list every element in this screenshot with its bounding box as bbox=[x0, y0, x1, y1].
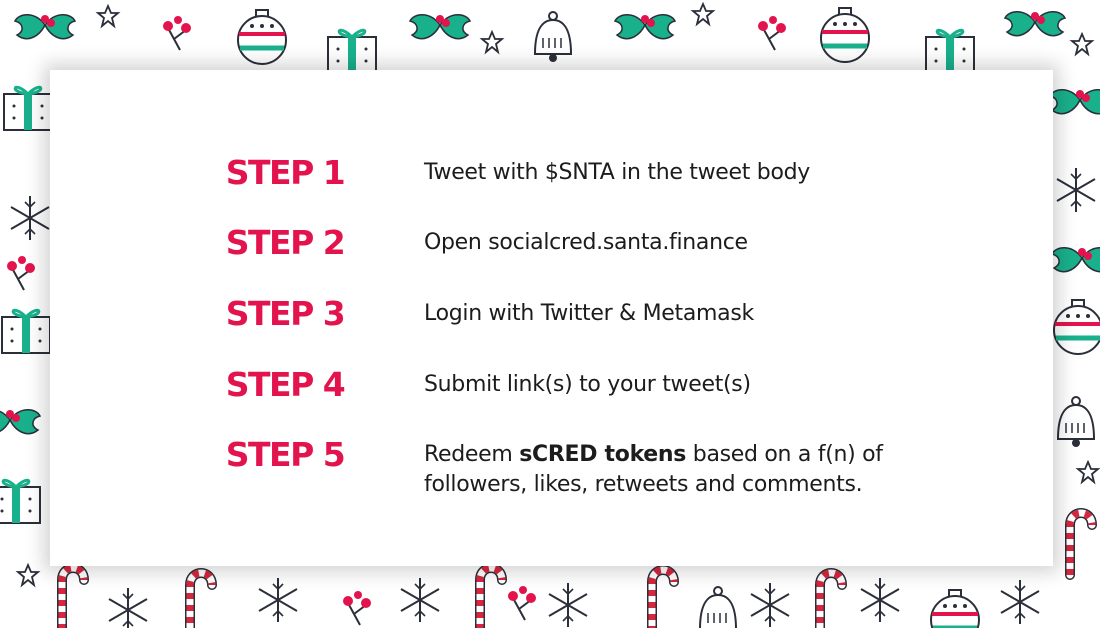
step-3-label: STEP 3 bbox=[225, 294, 346, 333]
step-4-label: STEP 4 bbox=[225, 365, 346, 404]
step-4-text: Submit link(s) to your tweet(s) bbox=[424, 372, 751, 397]
step-5-text-prefix: Redeem bbox=[424, 442, 520, 467]
step-2-text: Open socialcred.santa.finance bbox=[424, 230, 748, 255]
step-5-label: STEP 5 bbox=[225, 435, 346, 474]
step-5-text-bold: sCRED tokens bbox=[519, 442, 687, 467]
step-5-text-suffix: based on a f(n) of followers, likes, ret… bbox=[424, 442, 883, 497]
step-1-text: Tweet with $SNTA in the tweet body bbox=[424, 160, 811, 185]
step-3-text: Login with Twitter & Metamask bbox=[424, 301, 754, 326]
steps-card: STEP 1 Tweet with $SNTA in the tweet bod… bbox=[50, 70, 1053, 566]
step-5-text: Redeem sCRED tokens based on a f(n) of f… bbox=[424, 440, 984, 500]
step-1-label: STEP 1 bbox=[225, 153, 346, 192]
step-2-label: STEP 2 bbox=[225, 223, 346, 262]
